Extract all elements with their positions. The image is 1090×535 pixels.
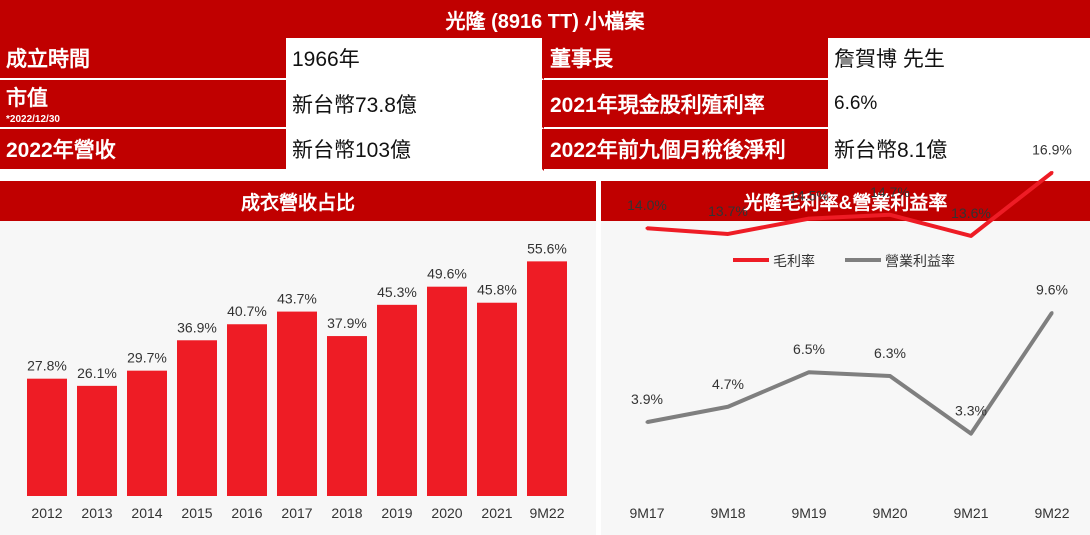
bar-chart-title: 成衣營收占比 bbox=[0, 181, 596, 221]
line-xtick-9M21: 9M21 bbox=[953, 505, 988, 521]
bar-label-2012: 27.8% bbox=[27, 358, 67, 374]
revenue-value: 新台幣103億 bbox=[286, 129, 544, 171]
line-point-1-9M19 bbox=[807, 370, 811, 374]
founded-value: 1966年 bbox=[286, 38, 544, 80]
legend-label-0: 毛利率 bbox=[773, 253, 815, 269]
bar-label-2015: 36.9% bbox=[177, 319, 217, 335]
mktcap-label: 市值 bbox=[6, 87, 48, 110]
line-point-0-9M20 bbox=[888, 213, 892, 217]
line-label-0-9M22: 16.9% bbox=[1032, 142, 1072, 158]
line-point-0-9M21 bbox=[969, 234, 973, 238]
line-xtick-9M22: 9M22 bbox=[1034, 505, 1069, 521]
line-xtick-9M20: 9M20 bbox=[872, 505, 907, 521]
revenue-label: 2022年營收 bbox=[0, 129, 286, 171]
bar-label-2020: 49.6% bbox=[427, 266, 467, 282]
line-point-0-9M19 bbox=[807, 217, 811, 221]
bar-xtick-2016: 2016 bbox=[231, 505, 262, 521]
bar-xtick-2018: 2018 bbox=[331, 505, 362, 521]
mktcap-note: *2022/12/30 bbox=[6, 114, 60, 125]
bar-label-2017: 43.7% bbox=[277, 291, 317, 307]
line-series-0 bbox=[646, 170, 1054, 238]
line-point-0-9M22 bbox=[1050, 171, 1054, 175]
line-label-1-9M21: 3.3% bbox=[955, 403, 987, 419]
line-point-1-9M21 bbox=[969, 432, 973, 436]
mktcap-value: 新台幣73.8億 bbox=[286, 80, 544, 129]
bar-label-2013: 26.1% bbox=[77, 365, 117, 381]
bar-2019 bbox=[377, 304, 417, 496]
bar-2015 bbox=[177, 340, 217, 496]
bar-2017 bbox=[277, 311, 317, 496]
bar-2012 bbox=[27, 378, 67, 496]
line-point-1-9M17 bbox=[645, 420, 649, 424]
bar-9M22 bbox=[527, 261, 567, 496]
chair-label: 董事長 bbox=[544, 38, 828, 80]
line-label-1-9M17: 3.9% bbox=[631, 391, 663, 407]
bar-xtick-2017: 2017 bbox=[281, 505, 312, 521]
line-xtick-9M19: 9M19 bbox=[791, 505, 826, 521]
bar-label-2019: 45.3% bbox=[377, 284, 417, 300]
line-label-1-9M20: 6.3% bbox=[874, 345, 906, 361]
line-label-0-9M17: 14.0% bbox=[627, 197, 667, 213]
chair-value: 詹賀博 先生 bbox=[828, 38, 1090, 80]
bar-xtick-2020: 2020 bbox=[431, 505, 462, 521]
line-label-0-9M19: 14.5% bbox=[789, 188, 829, 204]
bar-xtick-2014: 2014 bbox=[131, 505, 162, 521]
line-label-0-9M20: 14.7% bbox=[870, 184, 910, 200]
line-xtick-9M17: 9M17 bbox=[629, 505, 664, 521]
line-label-0-9M18: 13.7% bbox=[708, 203, 748, 219]
profit-value: 新台幣8.1億 bbox=[828, 129, 1090, 171]
bar-label-2016: 40.7% bbox=[227, 303, 267, 319]
profit-label: 2022年前九個月稅後淨利 bbox=[544, 129, 828, 171]
legend-label-1: 營業利益率 bbox=[885, 253, 955, 269]
line-label-1-9M19: 6.5% bbox=[793, 341, 825, 357]
line-point-1-9M18 bbox=[726, 405, 730, 409]
founded-label: 成立時間 bbox=[0, 38, 286, 80]
line-point-0-9M18 bbox=[726, 232, 730, 236]
line-point-1-9M22 bbox=[1050, 311, 1054, 315]
bar-xtick-2015: 2015 bbox=[181, 505, 212, 521]
mktcap-label-cell: 市值 *2022/12/30 bbox=[0, 80, 286, 129]
bar-xtick-2021: 2021 bbox=[481, 505, 512, 521]
bar-xtick-2012: 2012 bbox=[31, 505, 62, 521]
line-chart-title: 光隆毛利率&營業利益率 bbox=[601, 181, 1090, 221]
bar-label-2018: 37.9% bbox=[327, 315, 367, 331]
info-table: 成立時間 1966年 董事長 詹賀博 先生 市值 *2022/12/30 新台幣… bbox=[0, 38, 1090, 171]
bar-xtick-2013: 2013 bbox=[81, 505, 112, 521]
page-title: 光隆 (8916 TT) 小檔案 bbox=[0, 0, 1090, 38]
bar-label-2021: 45.8% bbox=[477, 282, 517, 298]
line-series-1 bbox=[646, 311, 1054, 436]
line-point-0-9M17 bbox=[645, 226, 649, 230]
bar-2018 bbox=[327, 336, 367, 496]
line-label-1-9M18: 4.7% bbox=[712, 376, 744, 392]
line-label-1-9M22: 9.6% bbox=[1036, 282, 1068, 298]
line-label-0-9M21: 13.6% bbox=[951, 205, 991, 221]
bar-2013 bbox=[77, 385, 117, 496]
line-xtick-9M18: 9M18 bbox=[710, 505, 745, 521]
yield-label: 2021年現金股利殖利率 bbox=[544, 80, 828, 129]
bar-label-2014: 29.7% bbox=[127, 350, 167, 366]
bar-xtick-9M22: 9M22 bbox=[529, 505, 564, 521]
bar-label-9M22: 55.6% bbox=[527, 240, 567, 256]
bar-2016 bbox=[227, 324, 267, 496]
bar-2014 bbox=[127, 370, 167, 496]
bar-2021 bbox=[477, 302, 517, 496]
bar-xtick-2019: 2019 bbox=[381, 505, 412, 521]
line-point-1-9M20 bbox=[888, 374, 892, 378]
bar-2020 bbox=[427, 286, 467, 496]
yield-value: 6.6% bbox=[828, 80, 1090, 129]
